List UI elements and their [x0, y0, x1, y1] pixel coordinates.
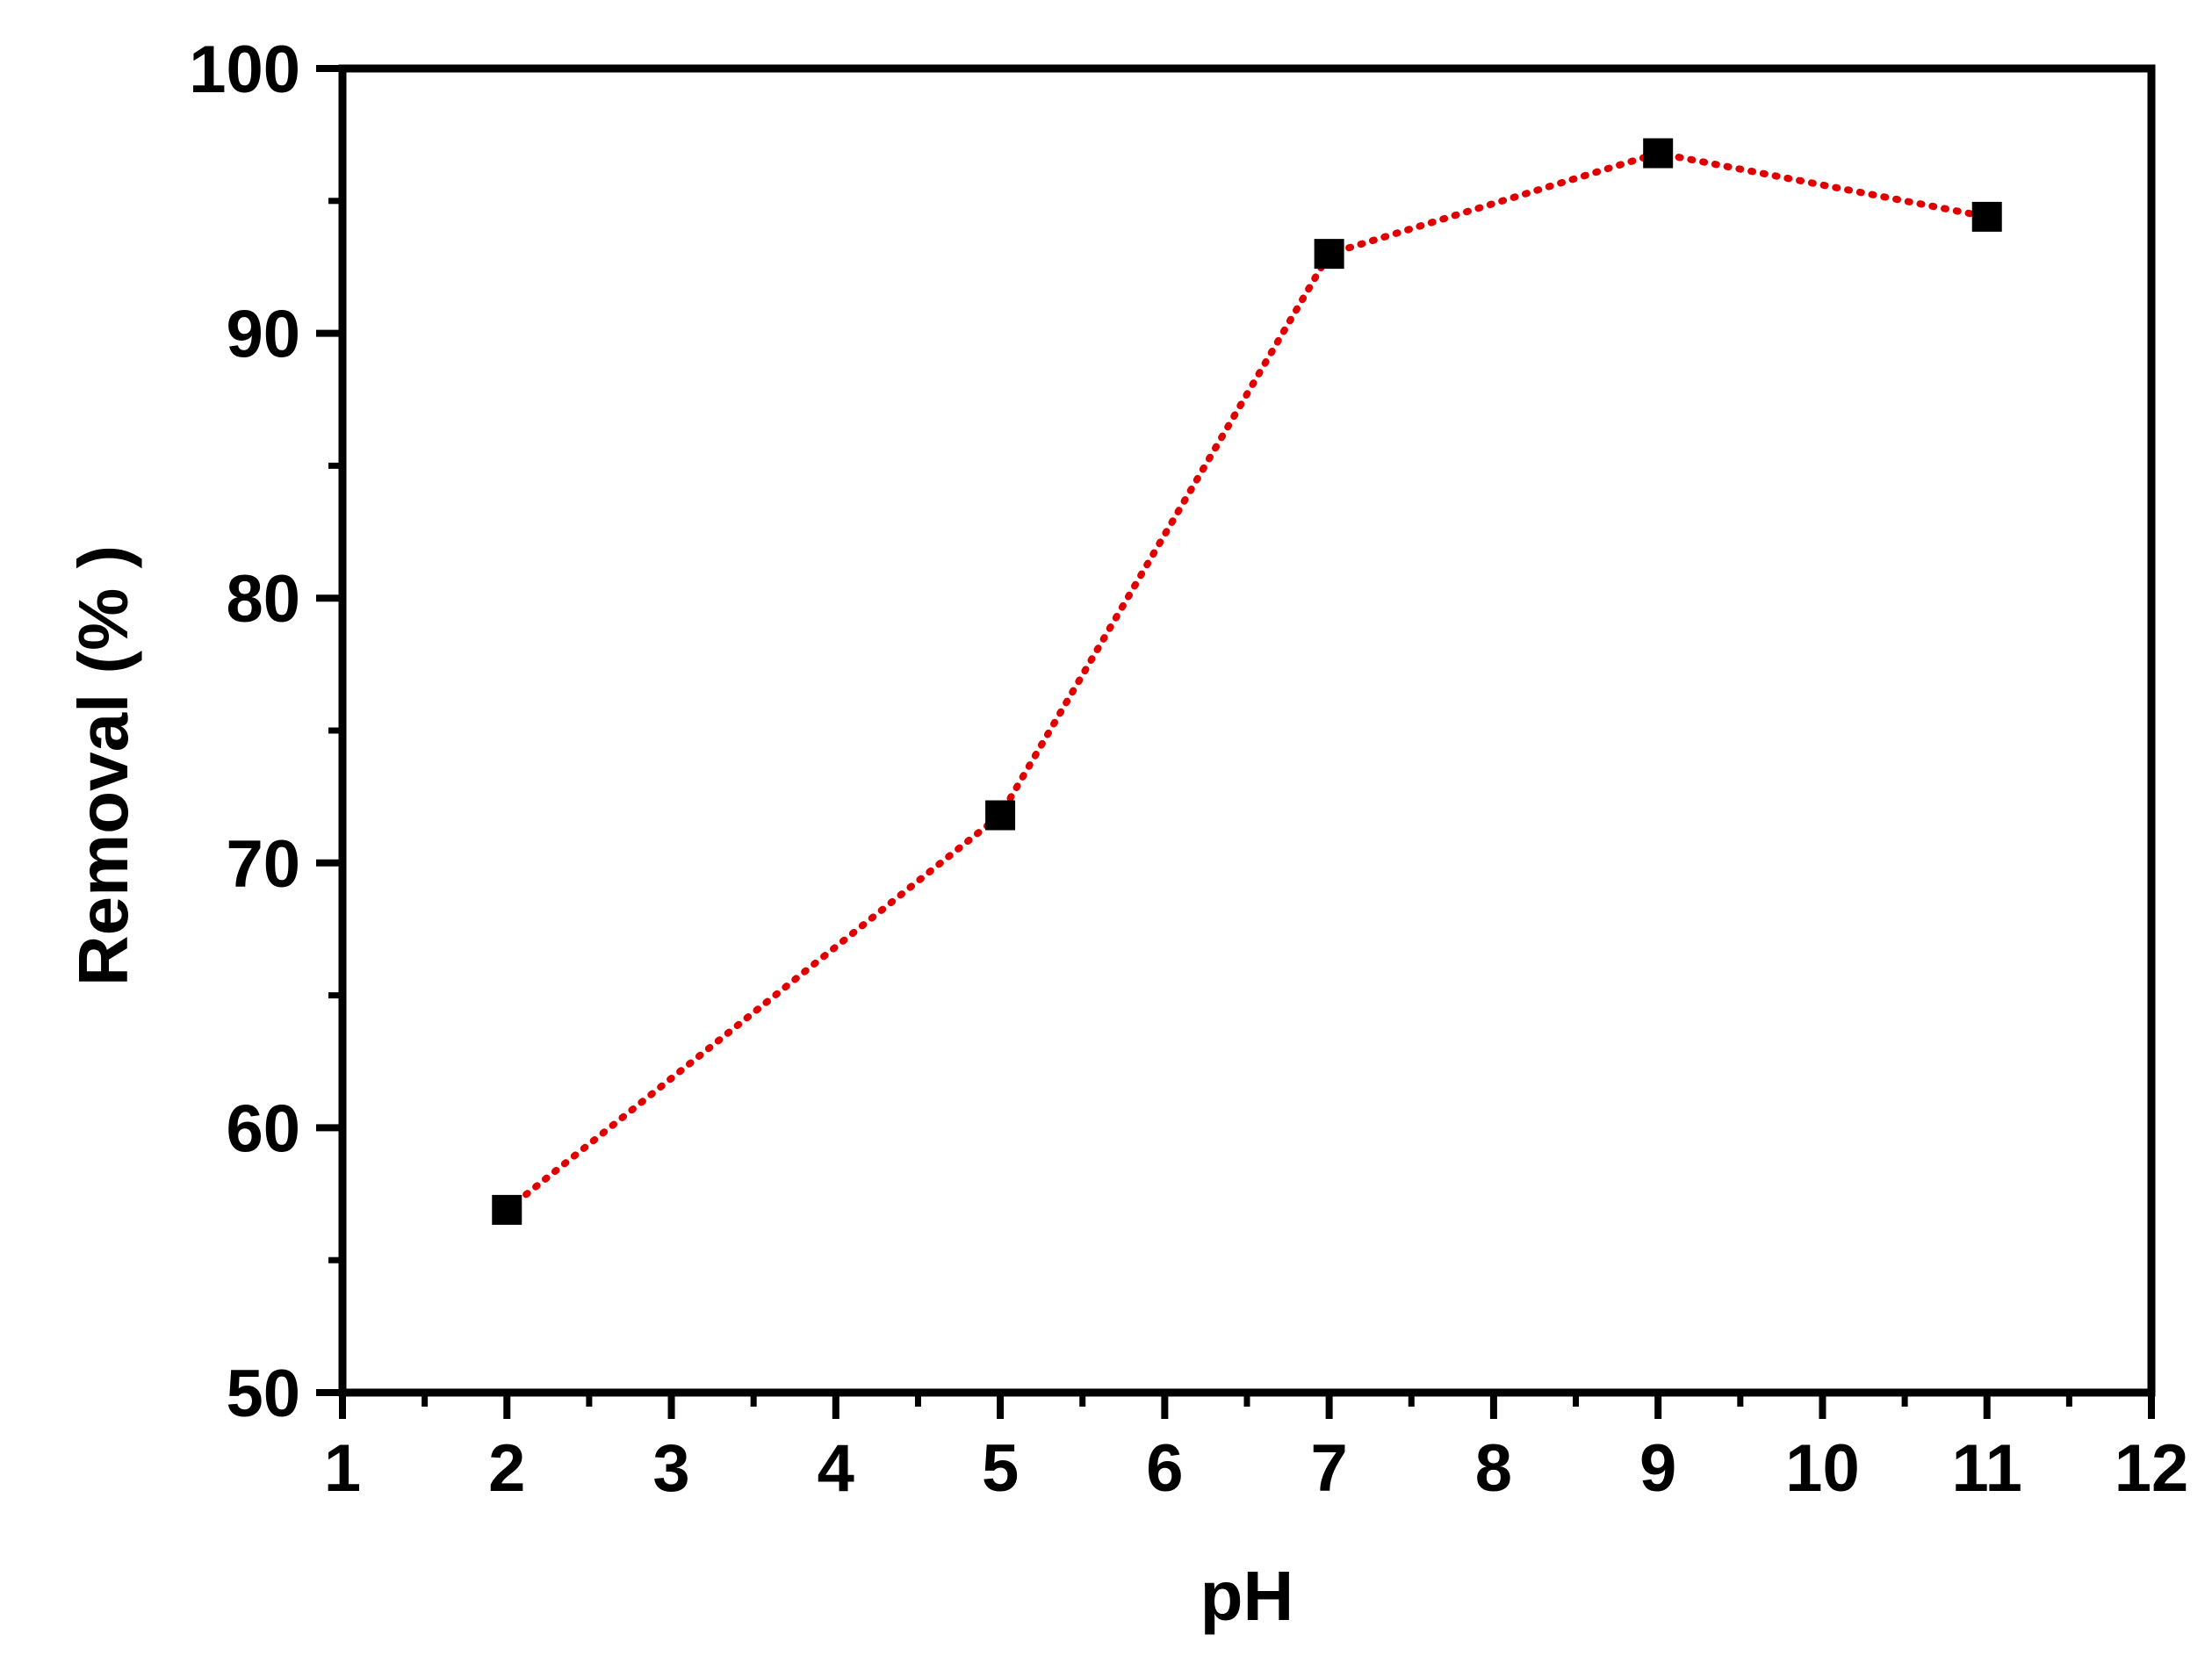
x-tick-label: 9: [1639, 1431, 1676, 1506]
y-tick-label: 70: [226, 827, 300, 902]
data-point-marker: [1643, 138, 1674, 169]
x-tick-label: 5: [982, 1431, 1019, 1506]
y-tick-label: 50: [226, 1357, 300, 1431]
series-layer: [492, 138, 2002, 1225]
x-tick-label: 6: [1146, 1431, 1183, 1506]
y-tick-label: 60: [226, 1091, 300, 1166]
x-tick-label: 4: [818, 1431, 854, 1506]
x-axis-title: pH: [1200, 1557, 1294, 1635]
x-tick-label: 12: [2115, 1431, 2189, 1506]
y-axis-title: Removal (% ): [64, 545, 142, 986]
x-tick-label: 8: [1475, 1431, 1512, 1506]
x-tick-label: 3: [652, 1431, 689, 1506]
data-point-marker: [492, 1194, 522, 1225]
y-tick-label: 90: [226, 298, 300, 372]
x-tick-label: 1: [324, 1431, 361, 1506]
data-point-marker: [985, 800, 1016, 831]
x-tick-label: 10: [1785, 1431, 1860, 1506]
plot-frame: [338, 64, 2156, 1397]
series-line: [503, 149, 1991, 1213]
y-tick-label: 80: [226, 562, 300, 637]
data-point-marker: [1971, 201, 2002, 232]
x-tick-label: 2: [488, 1431, 525, 1506]
y-tick-label: 100: [189, 32, 300, 107]
data-point-marker: [1314, 239, 1344, 270]
x-tick-label: 11: [1952, 1431, 2022, 1506]
plot-area: [338, 64, 2156, 1397]
x-tick-label: 7: [1310, 1431, 1347, 1506]
